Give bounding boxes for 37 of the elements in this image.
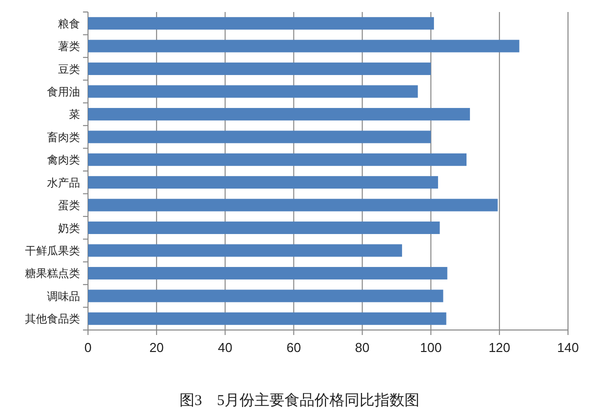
y-tick-label: 薯类	[58, 40, 80, 54]
y-tick-label: 豆类	[58, 62, 80, 76]
bar	[88, 17, 434, 30]
bar	[88, 244, 402, 257]
bar	[88, 176, 438, 189]
x-tick-label: 120	[488, 340, 510, 355]
bar	[88, 290, 444, 302]
y-tick-label: 其他食品类	[25, 312, 80, 326]
y-tick-label: 蛋类	[58, 199, 80, 212]
bar	[88, 312, 446, 325]
y-tick-label: 食用油	[47, 86, 80, 98]
text: 图3 5月份主要食品价格同比指数图	[180, 392, 420, 409]
y-tick-label: 糖果糕点类	[25, 267, 80, 280]
bar	[88, 266, 448, 280]
bar	[88, 108, 470, 120]
bar	[88, 198, 498, 212]
bar	[88, 62, 431, 76]
x-tick-label: 100	[420, 340, 442, 355]
x-tick-label: 20	[149, 340, 164, 355]
x-tick-label: 0	[84, 340, 92, 355]
bar	[88, 222, 440, 234]
x-tick-label: 40	[218, 340, 232, 355]
y-tick-label: 畜肉类	[47, 130, 80, 144]
y-tick-label: 水产品	[47, 176, 80, 190]
y-tick-label: 奶类	[58, 222, 80, 235]
x-tick-label: 140	[557, 340, 579, 355]
y-tick-label: 调味品	[47, 290, 80, 303]
bar	[88, 40, 520, 52]
bar	[88, 153, 467, 166]
y-tick-label: 菜	[69, 108, 80, 122]
bar	[88, 85, 418, 98]
y-tick-label: 干鲜瓜果类	[25, 244, 80, 258]
x-tick-label: 60	[286, 340, 301, 355]
x-tick-label: 80	[355, 340, 370, 355]
y-tick-label: 禽肉类	[47, 154, 80, 167]
y-tick-label: 粮食	[58, 17, 80, 30]
bar	[88, 130, 431, 144]
